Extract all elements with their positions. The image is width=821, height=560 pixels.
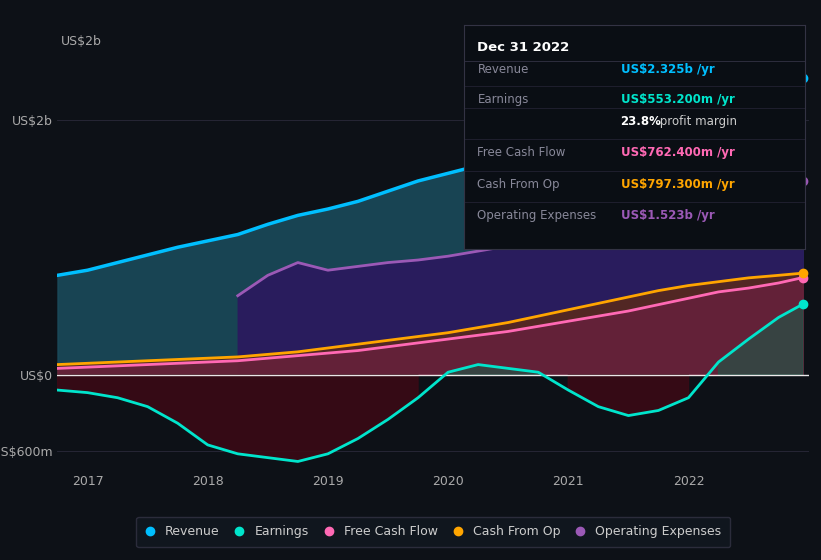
- Text: Dec 31 2022: Dec 31 2022: [478, 41, 570, 54]
- Text: US$1.523b /yr: US$1.523b /yr: [621, 209, 714, 222]
- Legend: Revenue, Earnings, Free Cash Flow, Cash From Op, Operating Expenses: Revenue, Earnings, Free Cash Flow, Cash …: [136, 516, 730, 547]
- Text: Earnings: Earnings: [478, 92, 529, 106]
- Text: Operating Expenses: Operating Expenses: [478, 209, 597, 222]
- Text: profit margin: profit margin: [656, 115, 737, 128]
- Text: US$797.300m /yr: US$797.300m /yr: [621, 178, 734, 191]
- Text: 23.8%: 23.8%: [621, 115, 662, 128]
- Text: Revenue: Revenue: [478, 63, 529, 77]
- Text: US$553.200m /yr: US$553.200m /yr: [621, 92, 735, 106]
- Text: US$762.400m /yr: US$762.400m /yr: [621, 146, 735, 160]
- Text: Cash From Op: Cash From Op: [478, 178, 560, 191]
- Text: US$2b: US$2b: [62, 35, 102, 48]
- Text: US$2.325b /yr: US$2.325b /yr: [621, 63, 714, 77]
- Text: Free Cash Flow: Free Cash Flow: [478, 146, 566, 160]
